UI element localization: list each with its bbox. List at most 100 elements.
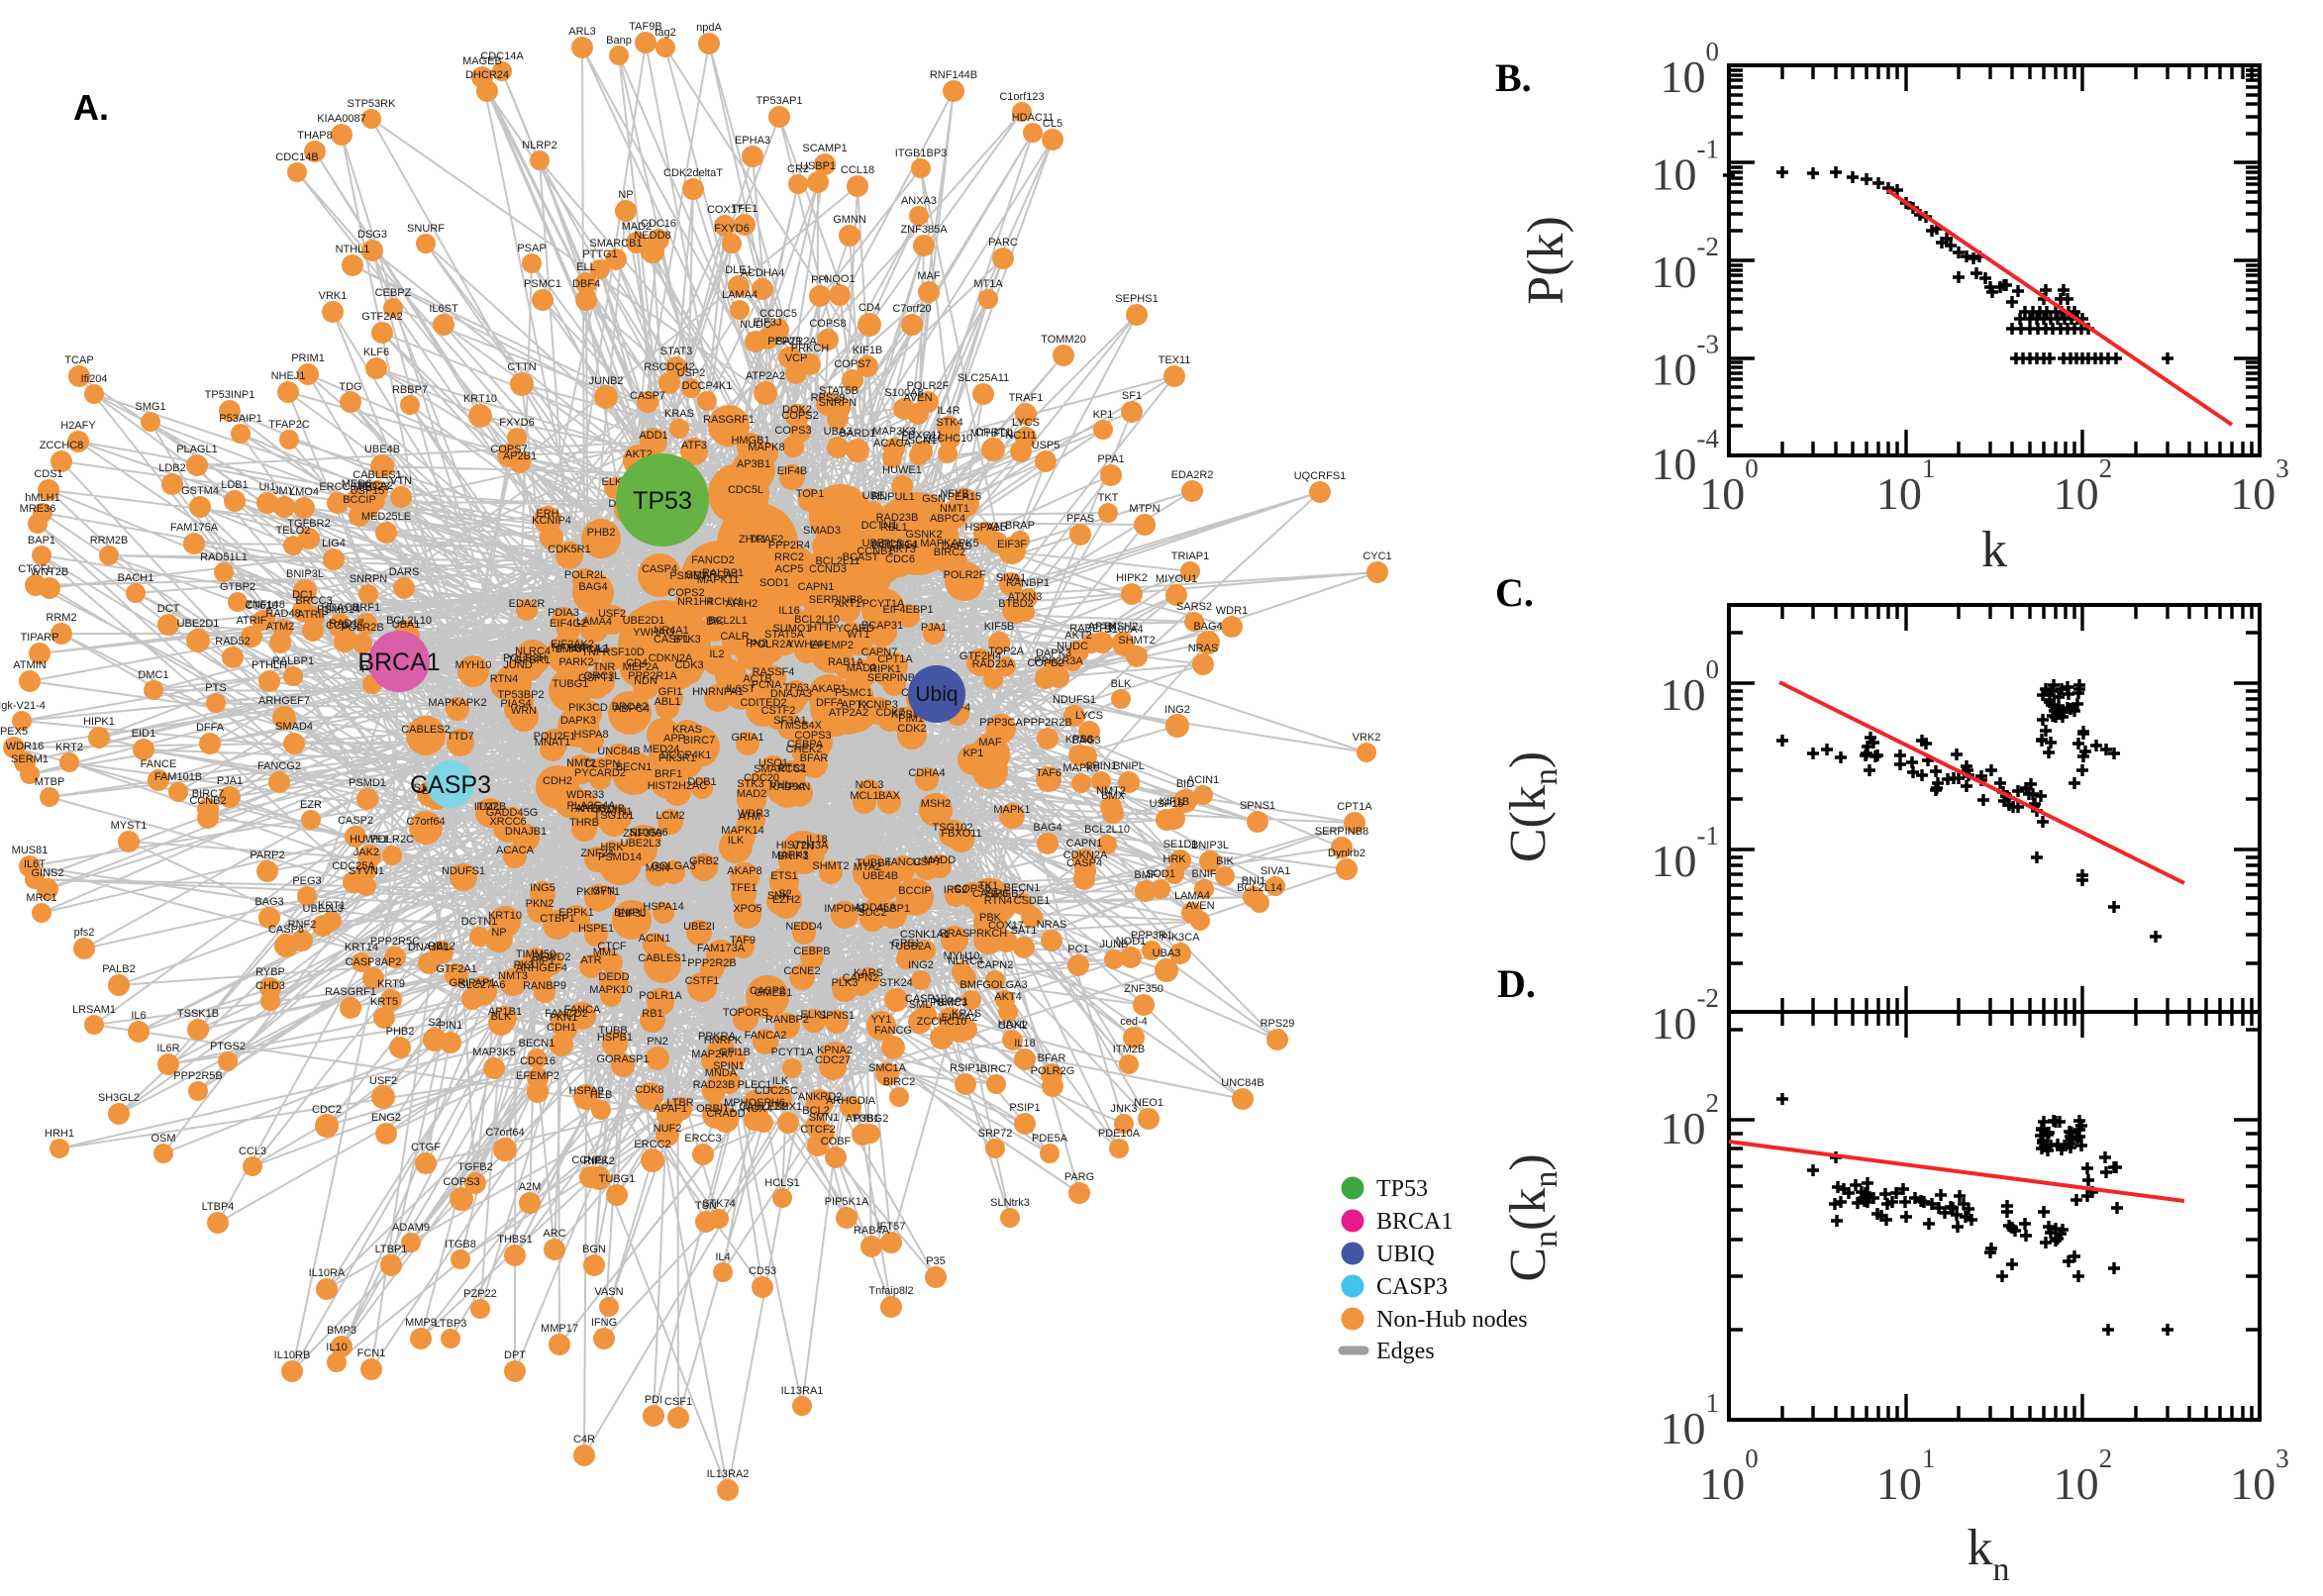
- svg-text:ARHGDIB: ARHGDIB: [575, 803, 625, 815]
- svg-text:HDAC8: HDAC8: [321, 602, 357, 614]
- svg-text:ZCCHC8: ZCCHC8: [40, 440, 84, 451]
- svg-text:ELK1: ELK1: [801, 1009, 828, 1021]
- svg-text:DHCR24: DHCR24: [465, 69, 509, 81]
- svg-text:MNDA: MNDA: [705, 1067, 738, 1079]
- svg-text:NP: NP: [618, 189, 633, 201]
- svg-text:VCP: VCP: [785, 352, 808, 364]
- svg-text:CASP2: CASP2: [338, 815, 373, 827]
- svg-text:TUBG1: TUBG1: [599, 1173, 636, 1185]
- svg-text:TIPARP: TIPARP: [21, 632, 59, 644]
- svg-text:C4R: C4R: [573, 1434, 595, 1446]
- svg-text:PCNG1: PCNG1: [881, 539, 919, 550]
- svg-text:HMGB1: HMGB1: [731, 435, 769, 447]
- svg-text:ZHX1: ZHX1: [774, 1101, 802, 1113]
- svg-text:SMARCA4: SMARCA4: [685, 569, 738, 581]
- svg-text:SMARCC1: SMARCC1: [754, 763, 807, 775]
- svg-text:CD4: CD4: [858, 302, 880, 314]
- svg-text:USBP1: USBP1: [800, 160, 836, 172]
- svg-text:NUDC: NUDC: [740, 319, 771, 331]
- svg-text:HRK: HRK: [1162, 853, 1186, 865]
- svg-text:FANCG2: FANCG2: [257, 760, 301, 772]
- svg-text:ITGB8: ITGB8: [445, 1239, 476, 1250]
- svg-text:TSN: TSN: [695, 1200, 717, 1212]
- svg-text:FXYD6: FXYD6: [499, 417, 534, 429]
- svg-text:CDC25A: CDC25A: [332, 860, 375, 872]
- svg-text:ATR: ATR: [580, 954, 601, 966]
- svg-text:PALB2: PALB2: [102, 963, 135, 975]
- svg-text:BNIPL: BNIPL: [1113, 760, 1145, 772]
- svg-text:TKT: TKT: [1098, 492, 1119, 504]
- svg-text:FAM173A: FAM173A: [697, 943, 746, 954]
- svg-text:MMP17: MMP17: [541, 1323, 578, 1335]
- svg-text:UQCRFS1: UQCRFS1: [1294, 470, 1347, 482]
- svg-text:CCNB1: CCNB1: [857, 546, 893, 557]
- svg-text:NRAS: NRAS: [1037, 919, 1067, 931]
- svg-text:ABPC4: ABPC4: [930, 513, 965, 525]
- svg-text:CASP7: CASP7: [630, 390, 665, 402]
- svg-text:GSPT1: GSPT1: [578, 672, 614, 684]
- svg-text:HSPA1L: HSPA1L: [964, 522, 1005, 534]
- svg-text:CAPN7: CAPN7: [861, 647, 898, 658]
- svg-text:ORBIT1: ORBIT1: [696, 1103, 736, 1115]
- svg-text:MTA2: MTA2: [854, 861, 882, 873]
- svg-text:PTGS2: PTGS2: [210, 1041, 246, 1052]
- svg-text:BIK: BIK: [706, 616, 724, 628]
- svg-text:RBL2: RBL2: [428, 941, 455, 952]
- svg-text:ATF3: ATF3: [681, 440, 707, 451]
- svg-text:TTD7: TTD7: [447, 731, 474, 743]
- svg-text:MADD: MADD: [924, 854, 956, 866]
- svg-text:NR1H4: NR1H4: [677, 596, 713, 608]
- svg-text:NOX4: NOX4: [743, 1103, 772, 1115]
- svg-text:PC1: PC1: [1067, 944, 1088, 955]
- svg-text:AKAP8: AKAP8: [727, 865, 761, 877]
- svg-text:JUND: JUND: [503, 659, 532, 671]
- svg-text:S100A6: S100A6: [629, 827, 667, 839]
- svg-text:NMT2: NMT2: [566, 757, 596, 769]
- svg-text:SMARCA2: SMARCA2: [555, 644, 607, 655]
- svg-text:TCAP: TCAP: [64, 354, 93, 366]
- svg-text:IL18: IL18: [1014, 1038, 1035, 1049]
- svg-text:POLR2L: POLR2L: [564, 569, 606, 581]
- svg-text:CDK2: CDK2: [897, 723, 926, 735]
- svg-text:PIN1: PIN1: [439, 1020, 462, 1032]
- svg-text:CDC27: CDC27: [815, 1054, 851, 1066]
- svg-text:UNC84B: UNC84B: [1221, 1077, 1263, 1089]
- svg-text:ACP5: ACP5: [775, 563, 804, 575]
- svg-text:SLC27A6: SLC27A6: [458, 979, 505, 991]
- svg-text:TEX11: TEX11: [1159, 354, 1191, 366]
- svg-text:PPA1: PPA1: [1097, 453, 1124, 465]
- svg-text:RASGRF1: RASGRF1: [703, 414, 755, 426]
- svg-text:CABLES1: CABLES1: [353, 469, 402, 481]
- svg-text:D.: D.: [1497, 961, 1536, 1006]
- svg-text:JMY: JMY: [273, 485, 296, 497]
- svg-text:ACIN1: ACIN1: [639, 933, 670, 945]
- svg-text:KIF5B: KIF5B: [984, 621, 1015, 633]
- svg-text:PK3: PK3: [514, 959, 535, 971]
- svg-text:ERCC2: ERCC2: [634, 1139, 670, 1150]
- svg-text:PXN: PXN: [788, 781, 811, 793]
- svg-text:CDHA4: CDHA4: [908, 767, 945, 779]
- svg-text:BCL2L11: BCL2L11: [815, 555, 859, 567]
- svg-text:VRK2: VRK2: [1353, 732, 1381, 744]
- svg-text:BAG4: BAG4: [578, 581, 607, 593]
- svg-text:PN2: PN2: [647, 1036, 667, 1047]
- svg-text:Edges: Edges: [1376, 1339, 1435, 1364]
- svg-text:BRF1: BRF1: [655, 768, 682, 780]
- svg-text:GRIPAP1: GRIPAP1: [450, 977, 496, 989]
- svg-text:FANCD2: FANCD2: [691, 554, 734, 566]
- svg-text:PPP2R4: PPP2R4: [768, 540, 810, 551]
- svg-text:PEG3: PEG3: [292, 875, 321, 887]
- svg-text:CT610: CT610: [245, 600, 277, 612]
- svg-text:EFEMP2: EFEMP2: [810, 640, 854, 651]
- svg-text:UBE2L3: UBE2L3: [303, 903, 344, 915]
- svg-text:EZR: EZR: [300, 799, 322, 811]
- svg-text:C.: C.: [1495, 570, 1534, 615]
- svg-text:HSPA8: HSPA8: [573, 729, 608, 741]
- svg-text:MT1A: MT1A: [973, 278, 1003, 290]
- svg-text:RAD48: RAD48: [265, 608, 300, 620]
- svg-text:SPIN1: SPIN1: [1085, 760, 1117, 772]
- svg-text:LYCS: LYCS: [1012, 417, 1040, 429]
- svg-text:PSMC3: PSMC3: [930, 997, 967, 1009]
- svg-text:HRH1: HRH1: [45, 1128, 74, 1140]
- svg-text:CEBPB: CEBPB: [793, 946, 830, 957]
